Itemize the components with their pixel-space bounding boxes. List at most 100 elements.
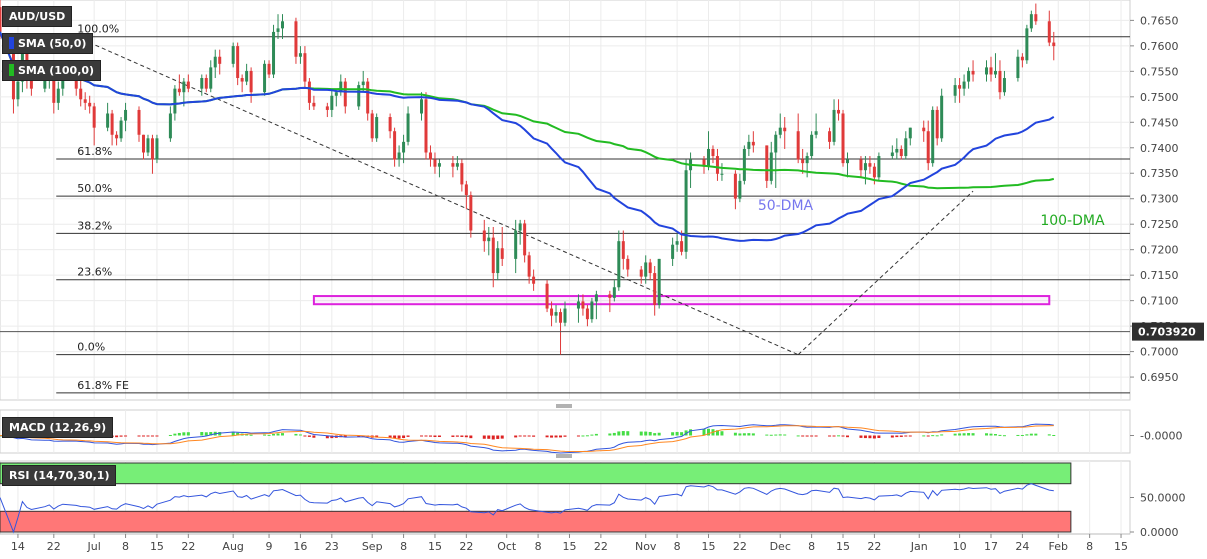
- candle[interactable]: [428, 145, 432, 167]
- macd-line[interactable]: [0, 423, 1054, 454]
- candle[interactable]: [958, 78, 962, 103]
- candle[interactable]: [989, 56, 993, 82]
- candle[interactable]: [738, 173, 742, 203]
- candle[interactable]: [276, 14, 280, 40]
- candle[interactable]: [828, 127, 832, 149]
- candle[interactable]: [1052, 31, 1056, 61]
- candle[interactable]: [464, 180, 468, 210]
- candle[interactable]: [330, 88, 334, 118]
- candle[interactable]: [935, 106, 939, 146]
- candle[interactable]: [1016, 49, 1020, 82]
- candle[interactable]: [832, 99, 836, 146]
- candle[interactable]: [92, 102, 96, 146]
- pane-splitter-handle[interactable]: [556, 404, 572, 408]
- candle[interactable]: [742, 145, 746, 185]
- candle[interactable]: [532, 269, 536, 291]
- candle[interactable]: [931, 106, 935, 167]
- candle[interactable]: [106, 102, 110, 132]
- macd-signal-line[interactable]: [0, 425, 1054, 452]
- candle[interactable]: [168, 106, 172, 142]
- candle[interactable]: [16, 78, 20, 107]
- candle[interactable]: [778, 113, 782, 139]
- candle[interactable]: [514, 219, 518, 274]
- candle[interactable]: [303, 46, 307, 89]
- candle[interactable]: [1020, 53, 1024, 68]
- candle[interactable]: [272, 24, 276, 79]
- macd-label[interactable]: MACD (12,26,9): [2, 417, 114, 438]
- candle[interactable]: [783, 117, 787, 149]
- candle[interactable]: [115, 131, 119, 146]
- candle[interactable]: [576, 294, 580, 323]
- candle[interactable]: [204, 74, 208, 93]
- last-price-badge[interactable]: [1132, 322, 1204, 341]
- rsi-label[interactable]: RSI (14,70,30,1): [2, 465, 117, 486]
- candle[interactable]: [962, 74, 966, 96]
- candle[interactable]: [213, 49, 217, 79]
- candle[interactable]: [841, 109, 845, 167]
- candle[interactable]: [621, 230, 625, 270]
- candle[interactable]: [1002, 70, 1006, 96]
- candle[interactable]: [307, 78, 311, 110]
- candle[interactable]: [814, 113, 818, 139]
- candle[interactable]: [236, 42, 240, 86]
- candle[interactable]: [186, 74, 190, 93]
- candle[interactable]: [675, 234, 679, 252]
- candle[interactable]: [433, 152, 437, 174]
- candle[interactable]: [563, 301, 567, 327]
- candle[interactable]: [110, 109, 114, 146]
- candle[interactable]: [155, 134, 159, 164]
- candle[interactable]: [249, 67, 253, 103]
- candle[interactable]: [500, 226, 504, 266]
- candle[interactable]: [550, 301, 554, 327]
- trend-line[interactable]: [76, 36, 799, 356]
- candle[interactable]: [267, 60, 271, 79]
- candle[interactable]: [298, 46, 302, 64]
- candle[interactable]: [899, 145, 903, 160]
- candle[interactable]: [940, 88, 944, 142]
- sma50-label[interactable]: SMA (50,0): [2, 33, 94, 54]
- candle[interactable]: [796, 113, 800, 164]
- candle[interactable]: [644, 255, 648, 284]
- candle[interactable]: [653, 265, 657, 316]
- candle[interactable]: [527, 251, 531, 284]
- candle[interactable]: [922, 120, 926, 142]
- candle[interactable]: [877, 152, 881, 181]
- candle[interactable]: [146, 134, 150, 157]
- candle[interactable]: [343, 78, 347, 114]
- candle[interactable]: [150, 134, 154, 174]
- candle[interactable]: [455, 156, 459, 171]
- candle[interactable]: [393, 127, 397, 167]
- candle[interactable]: [375, 113, 379, 142]
- candle[interactable]: [684, 159, 688, 259]
- candle[interactable]: [0, 0, 2, 40]
- candle[interactable]: [424, 92, 428, 160]
- candle[interactable]: [908, 127, 912, 146]
- candle[interactable]: [608, 290, 612, 313]
- candle[interactable]: [200, 74, 204, 96]
- candle[interactable]: [469, 191, 473, 238]
- candle[interactable]: [805, 152, 809, 178]
- candle[interactable]: [998, 60, 1002, 100]
- candle[interactable]: [281, 14, 284, 40]
- candle[interactable]: [953, 78, 957, 103]
- candle[interactable]: [769, 141, 773, 185]
- candle[interactable]: [523, 219, 527, 263]
- candle[interactable]: [339, 74, 343, 96]
- candle[interactable]: [245, 63, 249, 86]
- candle[interactable]: [895, 138, 899, 160]
- candle[interactable]: [137, 106, 141, 142]
- candle[interactable]: [747, 134, 751, 157]
- candle[interactable]: [182, 78, 186, 107]
- candle[interactable]: [1047, 10, 1051, 47]
- candle[interactable]: [585, 304, 589, 327]
- candle[interactable]: [612, 280, 616, 302]
- candle[interactable]: [971, 60, 975, 82]
- candle[interactable]: [617, 230, 621, 291]
- candle[interactable]: [765, 145, 769, 188]
- candle[interactable]: [1025, 24, 1029, 64]
- candle[interactable]: [388, 113, 392, 139]
- candle[interactable]: [904, 131, 908, 160]
- candle[interactable]: [545, 280, 549, 313]
- candle[interactable]: [173, 85, 177, 121]
- candle[interactable]: [581, 294, 585, 316]
